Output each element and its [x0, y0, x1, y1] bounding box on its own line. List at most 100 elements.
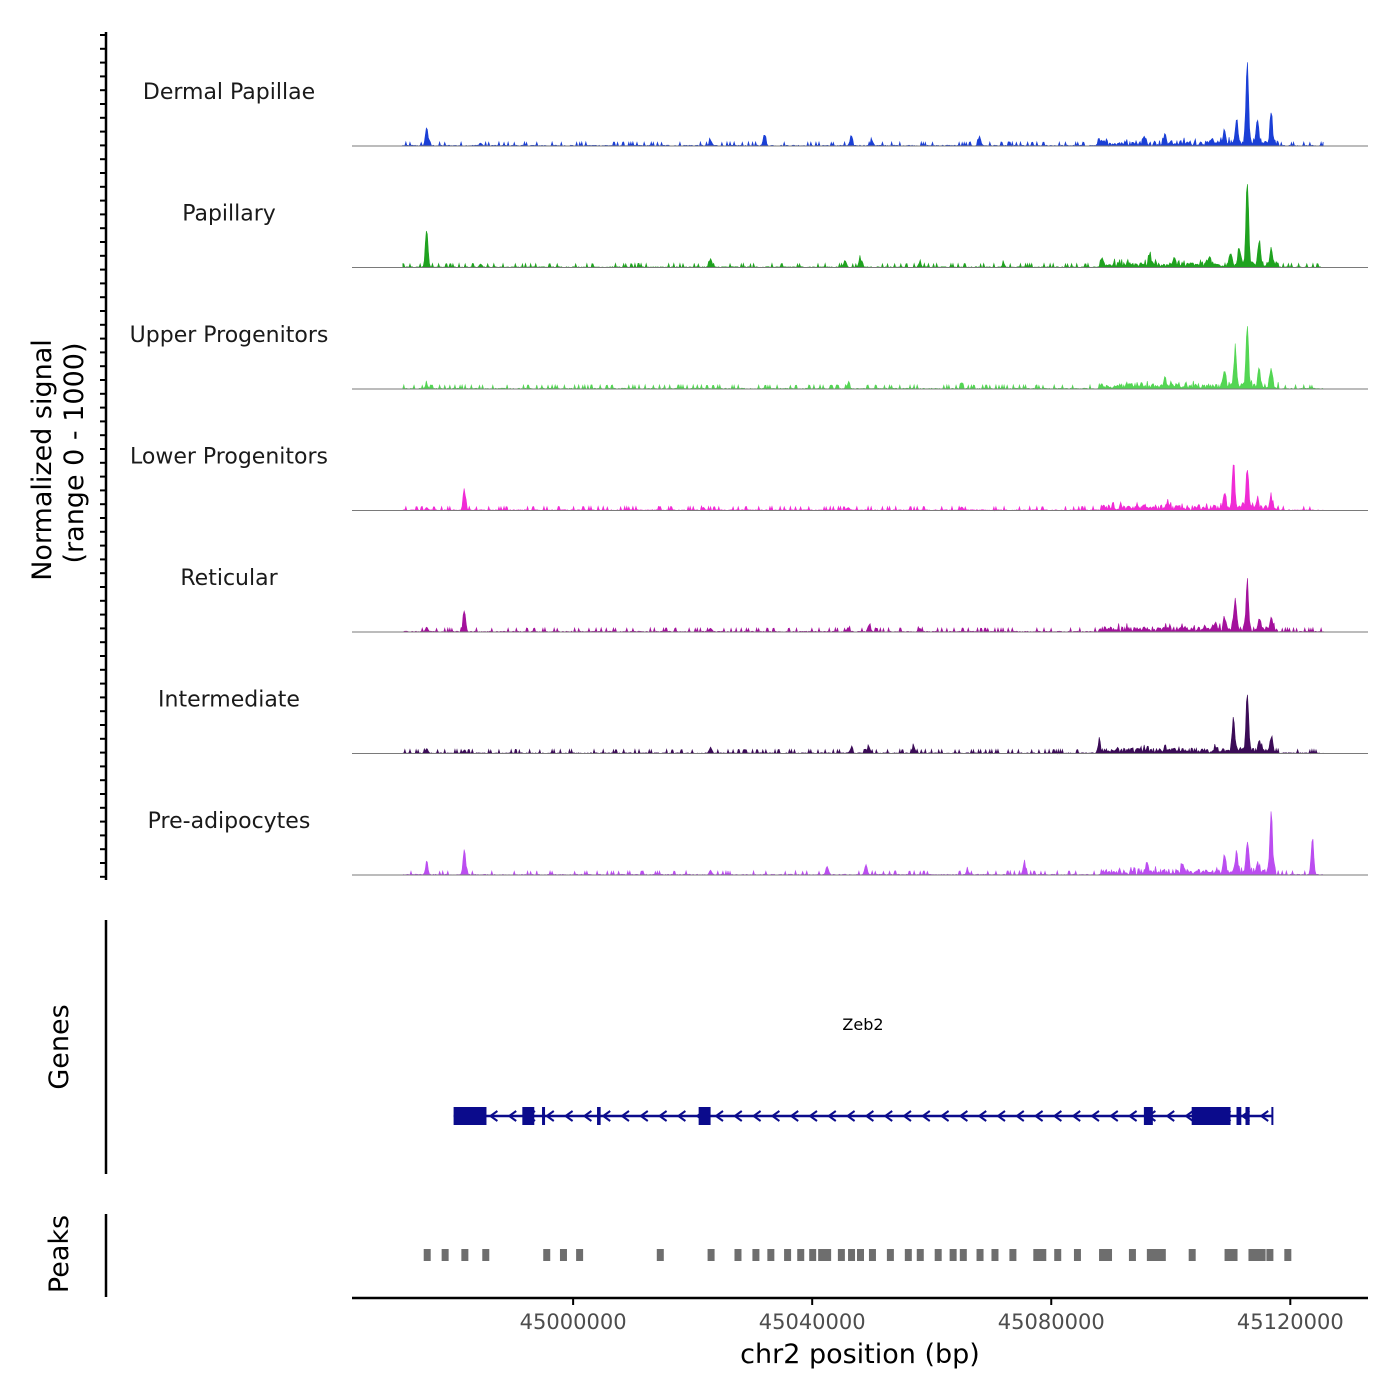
strand-arrow	[770, 1110, 780, 1122]
peak-region	[482, 1249, 490, 1261]
strand-arrow	[639, 1110, 649, 1122]
signal-area	[402, 184, 1324, 269]
peak-region	[1158, 1249, 1166, 1261]
peak-region	[576, 1249, 584, 1261]
track-labels: Dermal Papillae Papillary Upper Progenitor…	[130, 80, 329, 834]
peaks-panel	[104, 1214, 1292, 1297]
peak-region	[1128, 1249, 1136, 1261]
strand-arrow	[563, 1110, 574, 1122]
peak-region	[818, 1249, 826, 1261]
signal-area	[402, 694, 1324, 755]
track-reticular	[352, 578, 1368, 634]
strand-arrow	[1090, 1110, 1100, 1122]
strand-arrow	[1165, 1110, 1175, 1122]
strand-arrow	[921, 1110, 931, 1122]
peak-region	[1254, 1249, 1262, 1261]
gene-panel: Zeb2	[104, 920, 1274, 1174]
strand-arrow	[676, 1110, 686, 1122]
strand-arrow	[1127, 1110, 1138, 1122]
strand-arrow	[488, 1110, 498, 1122]
exon	[698, 1107, 711, 1125]
peak-region	[991, 1249, 999, 1261]
y-axis-title-line2: (range 0 - 1000)	[59, 343, 90, 564]
track-label: Dermal Papillae	[143, 80, 315, 105]
exon	[1143, 1107, 1153, 1125]
strand-arrow	[1109, 1110, 1119, 1122]
peak-region	[1284, 1249, 1292, 1261]
strand-arrow	[864, 1110, 874, 1122]
x-axis: 45000000 45040000 45080000 45120000	[352, 1296, 1368, 1334]
strand-arrow	[1071, 1110, 1081, 1122]
strand-arrow	[977, 1110, 987, 1122]
peak-region	[734, 1249, 742, 1261]
strand-arrow	[582, 1110, 592, 1122]
peak-region	[837, 1249, 845, 1261]
peak-region	[1188, 1249, 1196, 1261]
peak-region	[1146, 1249, 1154, 1261]
peak-region	[752, 1249, 760, 1261]
peak-region	[857, 1249, 864, 1261]
peak-region	[976, 1249, 984, 1261]
strand-arrow	[883, 1110, 893, 1122]
peak-region	[1054, 1249, 1062, 1261]
peak-region	[848, 1249, 856, 1261]
strand-arrow	[1052, 1110, 1062, 1122]
track-lower-progenitors	[352, 464, 1368, 512]
strand-arrow	[996, 1110, 1006, 1122]
peak-region	[868, 1249, 876, 1261]
exon	[597, 1107, 601, 1125]
peak-region	[1152, 1249, 1160, 1261]
peak-region	[904, 1249, 912, 1261]
strand-arrow	[827, 1110, 837, 1122]
x-axis-title: chr2 position (bp)	[740, 1339, 980, 1370]
strand-arrow	[1259, 1110, 1269, 1122]
peak-region	[1266, 1249, 1274, 1261]
strand-arrow	[789, 1110, 799, 1122]
peak-region	[886, 1249, 894, 1261]
strand-arrow	[620, 1110, 630, 1122]
x-tick-label: 45000000	[520, 1310, 627, 1334]
gene-label: Zeb2	[842, 1015, 883, 1034]
peak-region	[934, 1249, 942, 1261]
strand-arrow	[902, 1110, 912, 1122]
peaks-axis-title: Peaks	[44, 1215, 75, 1293]
track-intermediate	[352, 694, 1368, 755]
strand-arrow	[808, 1110, 818, 1122]
peak-region	[1099, 1249, 1107, 1261]
signal-area	[402, 326, 1324, 391]
strand-arrow	[939, 1110, 950, 1122]
signal-y-axis	[100, 32, 108, 880]
signal-area	[402, 464, 1324, 512]
peak-region	[1224, 1249, 1232, 1261]
track-label: Lower Progenitors	[130, 445, 328, 470]
exon	[522, 1107, 535, 1125]
signal-tracks	[352, 62, 1368, 877]
peak-region	[959, 1249, 967, 1261]
peak-region	[824, 1249, 832, 1261]
x-tick-label: 45040000	[759, 1310, 866, 1334]
exon	[1191, 1107, 1231, 1125]
peak-region	[1248, 1249, 1256, 1261]
strand-arrow	[714, 1110, 724, 1122]
peak-region	[559, 1249, 567, 1261]
track-label: Pre-adipocytes	[148, 809, 311, 834]
exon	[1245, 1107, 1250, 1125]
exon	[453, 1107, 487, 1125]
peak-region	[784, 1249, 792, 1261]
peak-region	[767, 1249, 775, 1261]
track-label: Reticular	[180, 566, 278, 591]
signal-area	[402, 578, 1324, 634]
peak-region	[1258, 1249, 1266, 1261]
track-label: Papillary	[182, 202, 276, 227]
strand-arrow	[1033, 1110, 1044, 1122]
peak-region	[656, 1249, 664, 1261]
peak-region	[916, 1249, 924, 1261]
peak-region	[809, 1249, 817, 1261]
exon	[1236, 1107, 1242, 1125]
strand-arrow	[733, 1110, 743, 1122]
track-upper-progenitors	[352, 326, 1368, 391]
peak-region	[949, 1249, 957, 1261]
exon	[542, 1107, 546, 1125]
genes-axis-title: Genes	[44, 1004, 75, 1089]
